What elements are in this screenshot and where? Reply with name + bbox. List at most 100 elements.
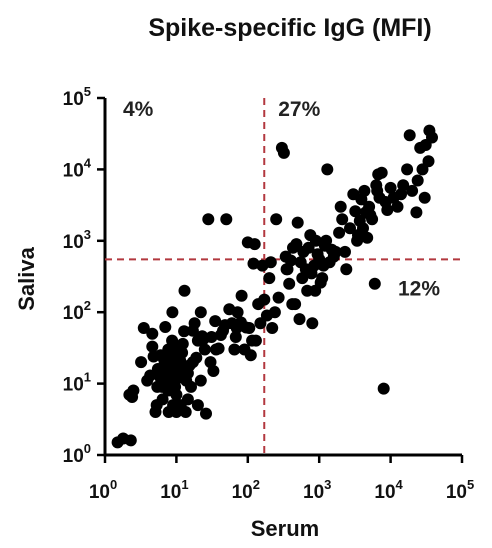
data-points xyxy=(111,124,438,449)
data-point xyxy=(377,382,390,395)
x-tick-label: 105 xyxy=(446,477,474,503)
data-point xyxy=(270,213,283,226)
data-point xyxy=(391,200,404,213)
data-point xyxy=(316,272,329,285)
data-point xyxy=(395,188,407,201)
data-point xyxy=(266,322,279,334)
data-point xyxy=(156,393,169,406)
data-point xyxy=(277,146,290,159)
data-point xyxy=(123,388,136,401)
data-point xyxy=(381,204,394,216)
y-tick-label: 104 xyxy=(63,155,92,181)
axes: 100 101 102 103 104 105 100 101 102 103 104 105 xyxy=(63,84,475,503)
quadrant-labels: 4% 27% 12% xyxy=(123,98,440,300)
data-point xyxy=(361,231,374,244)
data-point xyxy=(320,234,333,247)
data-point xyxy=(349,205,362,218)
data-point xyxy=(309,234,322,247)
data-point xyxy=(293,313,306,326)
y-tick-label: 102 xyxy=(63,298,91,324)
data-point xyxy=(194,306,207,319)
data-point xyxy=(135,356,148,369)
data-point xyxy=(176,346,189,359)
data-point xyxy=(220,213,233,226)
quadrant-label-top-right: 27% xyxy=(278,98,320,121)
data-point xyxy=(403,129,416,142)
data-point xyxy=(176,337,189,350)
data-point xyxy=(366,213,379,226)
data-point xyxy=(209,315,222,328)
x-tick-label: 100 xyxy=(89,477,117,503)
y-tick-label: 105 xyxy=(63,84,91,110)
data-point xyxy=(191,399,204,412)
data-point xyxy=(321,163,334,176)
data-point xyxy=(358,184,371,197)
data-point xyxy=(229,331,242,343)
data-point xyxy=(289,298,302,311)
quadrant-label-top-left: 4% xyxy=(123,98,154,121)
data-point xyxy=(146,340,159,353)
y-axis-label: Saliva xyxy=(14,246,39,310)
data-point xyxy=(339,245,351,258)
data-point xyxy=(411,174,424,187)
data-point xyxy=(283,277,296,290)
data-point xyxy=(291,216,304,229)
data-point xyxy=(202,213,215,226)
data-point xyxy=(249,334,262,347)
chart-title: Spike-specific IgG (MFI) xyxy=(148,14,431,42)
data-point xyxy=(384,181,397,194)
data-point xyxy=(401,163,414,176)
data-point xyxy=(235,289,248,302)
data-point xyxy=(228,343,241,356)
data-point xyxy=(368,277,381,290)
data-point xyxy=(212,342,225,355)
data-point xyxy=(397,179,410,192)
data-point xyxy=(159,321,172,333)
data-point xyxy=(418,191,431,204)
data-point xyxy=(334,200,347,213)
data-point xyxy=(336,213,349,226)
data-point xyxy=(264,256,277,269)
data-point xyxy=(422,155,435,168)
data-point xyxy=(375,166,388,179)
x-tick-label: 101 xyxy=(160,477,188,503)
y-tick-label: 100 xyxy=(63,441,91,467)
data-point xyxy=(124,434,137,447)
data-point xyxy=(344,222,356,235)
data-point xyxy=(146,327,159,340)
data-point xyxy=(248,238,261,251)
data-point xyxy=(166,306,179,319)
data-point xyxy=(290,238,303,251)
data-point xyxy=(410,206,423,219)
data-point xyxy=(284,254,297,267)
data-point xyxy=(426,131,438,144)
data-point xyxy=(333,226,346,239)
data-point xyxy=(198,343,211,356)
data-point xyxy=(263,272,276,285)
quadrant-label-bottom-right: 12% xyxy=(398,277,440,300)
y-tick-label: 101 xyxy=(63,370,91,396)
x-tick-label: 103 xyxy=(303,477,331,503)
data-point xyxy=(194,374,207,387)
data-point xyxy=(231,306,244,319)
data-point xyxy=(329,245,342,258)
data-point xyxy=(306,317,319,330)
x-axis-label: Serum xyxy=(251,516,319,541)
data-point xyxy=(272,291,285,304)
x-tick-label: 102 xyxy=(232,477,260,503)
data-point xyxy=(200,407,212,420)
x-tick-label: 104 xyxy=(374,477,403,503)
data-point xyxy=(406,184,419,197)
data-point xyxy=(340,263,353,276)
data-point xyxy=(179,406,192,418)
y-tick-label: 103 xyxy=(63,227,91,253)
data-point xyxy=(268,306,281,319)
data-point xyxy=(188,317,201,330)
data-point xyxy=(178,284,191,297)
data-point xyxy=(205,331,218,343)
data-point xyxy=(137,322,150,334)
data-point xyxy=(244,349,257,362)
data-point xyxy=(181,393,194,406)
data-point xyxy=(258,293,271,306)
data-point xyxy=(185,380,197,393)
